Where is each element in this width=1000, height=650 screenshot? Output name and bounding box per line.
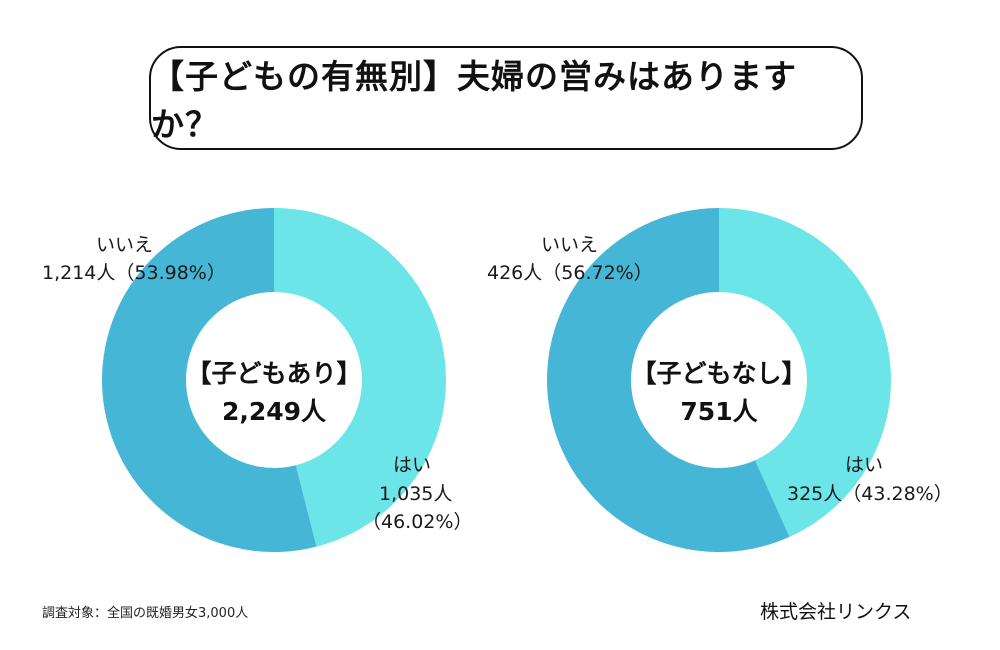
survey-footnote: 調査対象：全国の既婚男女3,000人	[42, 606, 249, 621]
chart1-center: 【子どもあり】 2,249人	[174, 355, 374, 431]
chart1-group-label: 【子どもあり】	[186, 359, 362, 388]
chart1-slice-yes	[274, 208, 446, 547]
chart1-yes-count: 1,035人	[379, 483, 453, 505]
chart2-slice-yes	[719, 208, 892, 537]
chart-title: 【子どもの有無別】夫婦の営みはありますか？	[149, 46, 863, 150]
chart2-no-percent: （56.72%）	[542, 262, 653, 284]
chart2-slice-no	[547, 208, 790, 552]
donut-chart-with-children	[101, 207, 446, 552]
chart2-group-label: 【子どもなし】	[631, 359, 807, 388]
chart1-yes-label: はい	[393, 454, 432, 476]
chart2-total: 751人	[680, 397, 758, 426]
chart2-no-value: 426人（56.72%）	[487, 259, 653, 287]
chart1-slice-no	[101, 207, 317, 552]
chart2-yes-count: 325人	[787, 483, 843, 505]
chart1-no-value: 1,214人（53.98%）	[42, 259, 226, 287]
chart1-yes-percent: （46.02%）	[362, 511, 473, 533]
chart1-no-label: いいえ	[96, 234, 154, 256]
donut-chart-without-children	[547, 208, 892, 552]
chart1-no-percent: （53.98%）	[115, 262, 226, 284]
chart2-no-label: いいえ	[541, 234, 599, 256]
chart1-no-count: 1,214人	[42, 262, 116, 284]
chart1-total: 2,249人	[221, 397, 327, 426]
chart2-center: 【子どもなし】 751人	[619, 355, 819, 431]
chart2-no-count: 426人	[487, 262, 543, 284]
company-name: 株式会社リンクス	[760, 601, 912, 623]
chart2-yes-label: はい	[845, 454, 884, 476]
chart2-yes-value: 325人（43.28%）	[787, 480, 953, 508]
chart2-yes-percent: （43.28%）	[842, 483, 953, 505]
